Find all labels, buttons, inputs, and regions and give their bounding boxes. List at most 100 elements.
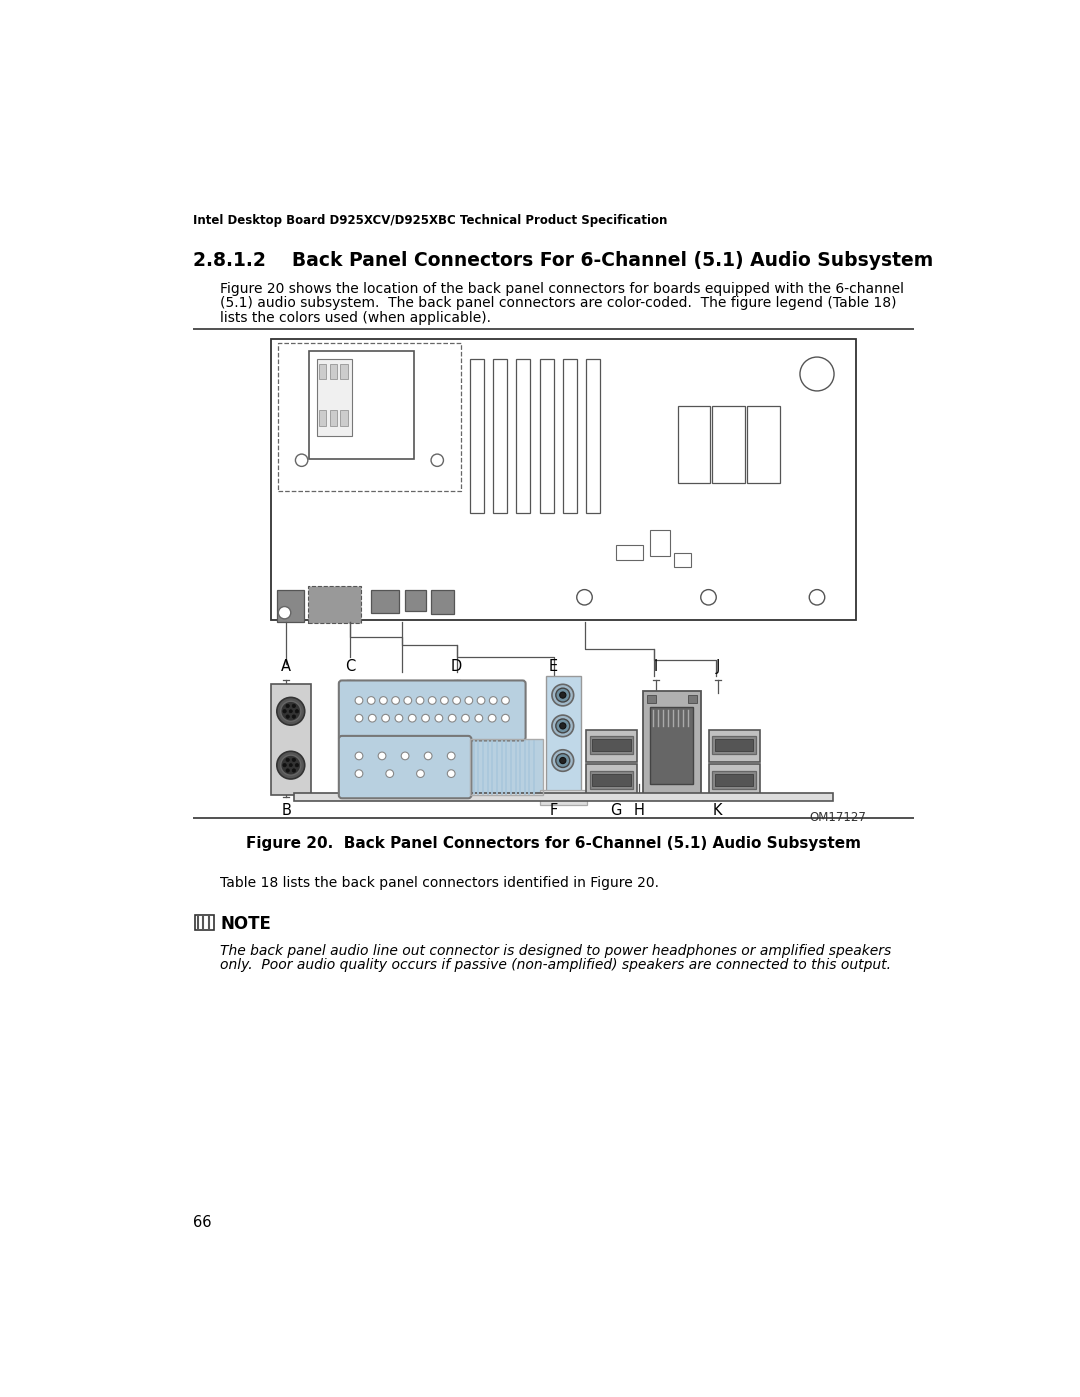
Bar [470,739,543,795]
Bar [592,739,631,752]
Bar [319,411,326,426]
Bar [688,696,697,703]
Bar [494,359,507,513]
Text: I: I [653,659,658,675]
Circle shape [809,590,825,605]
Bar [715,774,754,787]
Bar [319,365,326,380]
Circle shape [395,714,403,722]
Bar [650,707,693,784]
Circle shape [279,606,291,619]
Circle shape [378,752,386,760]
Circle shape [559,722,566,729]
Circle shape [435,714,443,722]
Text: Figure 20.  Back Panel Connectors for 6-Channel (5.1) Audio Subsystem: Figure 20. Back Panel Connectors for 6-C… [246,835,861,851]
Circle shape [447,770,455,778]
Bar [195,915,214,930]
Text: OM17127: OM17127 [809,810,866,824]
Text: 66: 66 [193,1215,212,1229]
Bar [470,359,484,513]
FancyBboxPatch shape [339,680,526,740]
Text: NOTE: NOTE [220,915,271,933]
Bar [294,793,833,800]
Text: J: J [716,659,720,675]
Circle shape [424,752,432,760]
Circle shape [293,768,296,773]
Bar [586,729,637,763]
Circle shape [556,753,570,767]
Text: F: F [550,803,557,817]
Bar [340,365,348,380]
Bar [590,771,633,789]
Bar [563,359,577,513]
Bar [713,736,756,754]
Circle shape [552,715,573,736]
Circle shape [295,710,299,712]
Text: Figure 20 shows the location of the back panel connectors for boards equipped wi: Figure 20 shows the location of the back… [220,282,904,296]
Text: G: G [610,803,621,817]
Bar [279,344,460,490]
Circle shape [501,697,510,704]
Text: B: B [281,803,292,817]
Circle shape [355,714,363,722]
Text: C: C [346,659,355,675]
Bar [540,359,554,513]
Circle shape [556,719,570,733]
Circle shape [417,770,424,778]
Circle shape [489,697,497,704]
Bar [616,545,643,560]
Circle shape [283,764,286,767]
Bar [545,676,581,799]
Circle shape [355,752,363,760]
Bar [708,764,759,796]
Bar [372,590,399,613]
Circle shape [392,697,400,704]
Circle shape [293,704,296,708]
Bar [713,771,756,789]
Circle shape [401,752,409,760]
Circle shape [577,590,592,605]
Text: The back panel audio line out connector is designed to power headphones or ampli: The back panel audio line out connector … [220,944,891,958]
Circle shape [289,710,293,712]
Circle shape [368,714,376,722]
Bar [340,411,348,426]
Text: only.  Poor audio quality occurs if passive (non-amplified) speakers are connect: only. Poor audio quality occurs if passi… [220,958,891,972]
Bar [677,407,710,483]
Circle shape [293,759,296,761]
Circle shape [431,454,444,467]
Circle shape [556,689,570,703]
Circle shape [559,757,566,764]
Circle shape [367,697,375,704]
Circle shape [416,697,423,704]
Circle shape [276,697,305,725]
Bar [713,407,745,483]
Circle shape [488,714,496,722]
Bar [431,590,455,615]
Text: Intel Desktop Board D925XCV/D925XBC Technical Product Specification: Intel Desktop Board D925XCV/D925XBC Tech… [193,214,667,226]
Circle shape [552,685,573,705]
Text: (5.1) audio subsystem.  The back panel connectors are color-coded.  The figure l: (5.1) audio subsystem. The back panel co… [220,296,896,310]
Circle shape [453,697,460,704]
Bar [674,553,691,567]
Bar [308,585,361,623]
Circle shape [355,697,363,704]
Bar [329,365,337,380]
Circle shape [286,768,289,773]
Bar [586,359,600,513]
Text: H: H [633,803,644,817]
Bar [715,739,754,752]
Circle shape [448,714,456,722]
Text: Table 18 lists the back panel connectors identified in Figure 20.: Table 18 lists the back panel connectors… [220,876,659,890]
Text: K: K [713,803,723,817]
Bar [647,696,656,703]
Bar [586,764,637,796]
Bar [470,739,543,795]
Circle shape [293,715,296,718]
Circle shape [421,714,430,722]
Circle shape [286,759,289,761]
FancyBboxPatch shape [339,736,471,798]
Bar [405,590,427,610]
Circle shape [501,714,510,722]
Circle shape [286,715,289,718]
Circle shape [461,714,470,722]
